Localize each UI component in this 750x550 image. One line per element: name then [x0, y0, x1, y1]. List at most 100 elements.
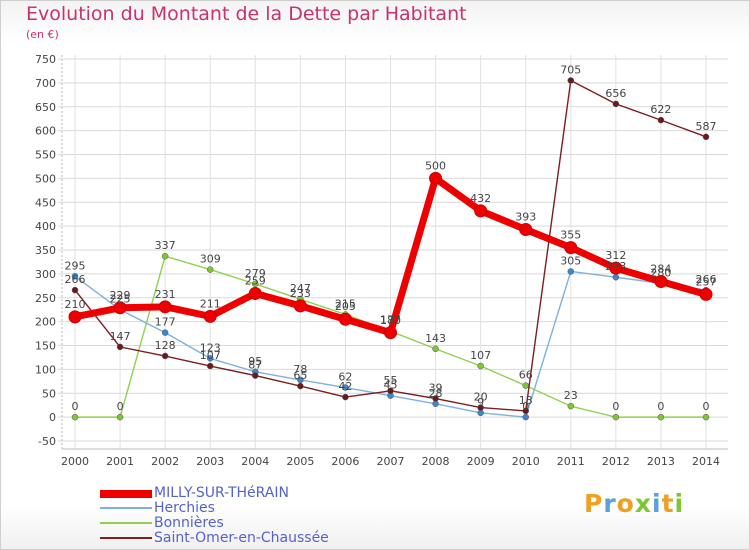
legend-swatch: [100, 490, 152, 498]
legend-swatch: [100, 507, 152, 509]
data-label: 0: [612, 400, 619, 413]
data-point: [657, 413, 665, 421]
axes: -500501001502002503003504004505005506006…: [35, 53, 728, 468]
data-label: 0: [703, 400, 710, 413]
y-tick-label: 650: [35, 101, 56, 114]
data-point: [564, 241, 578, 255]
data-label: 123: [200, 341, 221, 354]
data-label: 177: [155, 316, 176, 329]
y-tick-label: 550: [35, 149, 56, 162]
data-point: [429, 171, 443, 185]
data-point: [203, 309, 217, 323]
legend-label: Bonnières: [154, 515, 224, 531]
data-point: [612, 413, 620, 421]
data-point: [699, 287, 713, 301]
data-label: 266: [65, 273, 86, 286]
data-point: [248, 286, 262, 300]
data-label: 180: [380, 314, 401, 327]
data-label: 107: [200, 349, 221, 362]
data-point: [477, 404, 484, 411]
data-label: 225: [110, 293, 131, 306]
data-label: 312: [605, 249, 626, 262]
data-label: 284: [650, 263, 671, 276]
x-tick-label: 2002: [151, 455, 179, 468]
data-label: 87: [248, 359, 262, 372]
chart-unit-label: (en €): [26, 28, 59, 41]
data-point: [338, 312, 352, 326]
x-tick-label: 2007: [377, 455, 405, 468]
data-label: 500: [425, 159, 446, 172]
y-tick-label: 750: [35, 53, 56, 66]
data-label: 9: [477, 396, 484, 409]
data-label: 42: [338, 380, 352, 393]
x-tick-label: 2012: [602, 455, 630, 468]
data-label: 0: [72, 400, 79, 413]
y-tick-label: 250: [35, 292, 56, 305]
data-label: 107: [470, 349, 491, 362]
data-point: [609, 261, 623, 275]
legend-swatch: [100, 522, 152, 524]
data-point: [702, 133, 710, 141]
data-point: [161, 329, 169, 336]
x-tick-label: 2005: [286, 455, 314, 468]
data-point: [116, 343, 124, 351]
data-point: [252, 372, 259, 379]
y-tick-label: -50: [38, 435, 56, 448]
data-point: [206, 266, 214, 273]
data-point: [68, 310, 82, 324]
data-point: [342, 384, 349, 391]
x-tick-label: 2009: [467, 455, 495, 468]
data-labels: 0 0 337 309 279 247 215 180 143 107 66 23 0 0 0 295 225 1…: [65, 63, 717, 413]
data-label: 309: [200, 253, 221, 266]
data-point: [384, 326, 397, 340]
data-label: 432: [470, 192, 491, 205]
data-point: [158, 300, 172, 314]
data-point: [113, 301, 127, 315]
data-label: 13: [519, 394, 533, 407]
data-label: 279: [245, 267, 266, 280]
y-tick-label: 400: [35, 220, 56, 233]
data-point: [206, 362, 214, 370]
data-label: 622: [650, 103, 671, 116]
data-label: 39: [429, 382, 443, 395]
data-point: [161, 352, 169, 360]
data-label: 229: [110, 289, 131, 302]
data-point: [567, 268, 575, 275]
data-point: [116, 413, 124, 421]
data-point: [657, 116, 665, 124]
series-group: [68, 77, 713, 421]
data-label: 23: [564, 389, 578, 402]
y-tick-label: 450: [35, 196, 56, 209]
data-label: 0: [657, 400, 664, 413]
data-point: [522, 407, 529, 415]
data-point: [432, 345, 439, 353]
legend-label: Saint-Omer-en-Chaussée: [154, 530, 329, 546]
y-tick-label: 500: [35, 172, 56, 185]
data-label: 305: [560, 254, 581, 267]
data-label: 393: [515, 210, 536, 223]
data-label: 293: [605, 260, 626, 273]
data-label: 656: [605, 87, 626, 100]
data-label: 705: [560, 63, 581, 76]
chart-title: Evolution du Montant de la Dette par Hab…: [26, 3, 467, 25]
data-point: [612, 273, 620, 281]
data-label: 66: [519, 369, 533, 382]
data-point: [567, 402, 575, 410]
data-point: [522, 382, 529, 389]
data-point: [474, 204, 488, 218]
x-tick-label: 2014: [692, 455, 720, 468]
data-point: [71, 273, 79, 280]
data-label: 65: [293, 369, 307, 382]
x-tick-label: 2008: [422, 455, 450, 468]
y-tick-label: 150: [35, 340, 56, 353]
x-tick-label: 2003: [196, 455, 224, 468]
x-tick-label: 2013: [647, 455, 675, 468]
data-label: 62: [338, 371, 352, 384]
x-tick-label: 2004: [241, 455, 269, 468]
data-label: 231: [155, 288, 176, 301]
data-point: [522, 413, 529, 421]
data-label: 215: [335, 297, 356, 310]
data-label: 355: [560, 229, 581, 242]
